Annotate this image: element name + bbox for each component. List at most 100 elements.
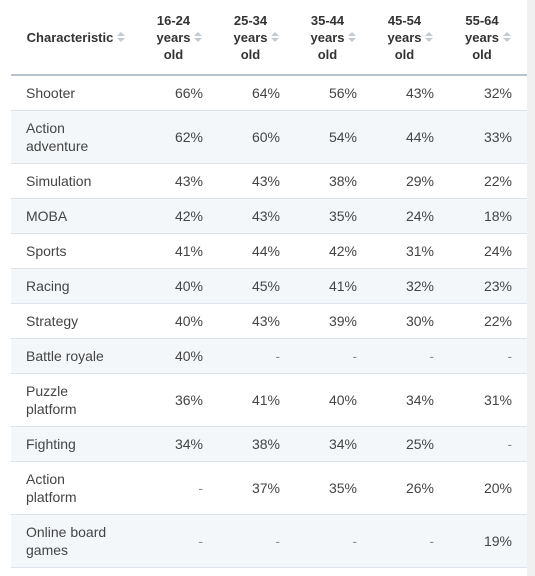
sort-up-arrow-icon xyxy=(271,32,280,36)
table-cell: 42% xyxy=(295,233,372,269)
row-label: Puzzle platform xyxy=(11,373,141,427)
table-row: Action platform -37% 35% 26% 20% xyxy=(11,461,527,515)
row-label: Simulation xyxy=(11,163,141,199)
sort-up-arrow-icon xyxy=(502,32,511,36)
table-cell: 62% xyxy=(141,110,218,164)
table-cell: 29% xyxy=(372,163,449,199)
row-label: Strategy xyxy=(11,303,141,339)
header-content: Characteristic xyxy=(11,29,141,46)
table-cell: 22% xyxy=(449,163,527,199)
table-row: Online board games - - - -19% xyxy=(11,514,527,568)
table-cell: - xyxy=(372,338,449,374)
table-cell: 40% xyxy=(141,268,218,304)
table-row: Strategy 40% 43% 39% 30% 22% xyxy=(11,303,527,339)
row-label: Online board games xyxy=(11,514,141,568)
sort-icon[interactable] xyxy=(348,32,357,42)
table-cell: 43% xyxy=(218,303,295,339)
scrollbar[interactable] xyxy=(527,0,535,576)
table-row: Sports 41% 44% 42% 31% 24% xyxy=(11,233,527,269)
table-cell: 23% xyxy=(449,268,527,304)
table-cell: 36% xyxy=(141,373,218,427)
sort-icon[interactable] xyxy=(502,32,511,42)
data-table-container: Characteristic 16-24 years old 25-34 years old… xyxy=(11,0,527,568)
table-cell: 22% xyxy=(449,303,527,339)
table-cell: 32% xyxy=(449,75,527,111)
table-row: Fighting 34% 38% 34% 25% - xyxy=(11,426,527,462)
table-cell: 26% xyxy=(372,461,449,515)
table-header: Characteristic 16-24 years old 25-34 years old… xyxy=(11,0,527,76)
table-cell: 41% xyxy=(218,373,295,427)
table-cell: 32% xyxy=(372,268,449,304)
table-cell: 30% xyxy=(372,303,449,339)
table-cell: 37% xyxy=(218,461,295,515)
row-label: Battle royale xyxy=(11,338,141,374)
table-cell: - xyxy=(141,514,218,568)
row-label: Action platform xyxy=(11,461,141,515)
table-cell: 35% xyxy=(295,198,372,234)
table-cell: 44% xyxy=(218,233,295,269)
column-header-age-group[interactable]: 45-54 years old xyxy=(372,0,449,76)
sort-down-arrow-icon xyxy=(425,38,434,42)
table-cell: 54% xyxy=(295,110,372,164)
table-row: Shooter 66% 64% 56% 43% 32% xyxy=(11,75,527,111)
header-row: Characteristic 16-24 years old 25-34 years old… xyxy=(11,0,527,76)
table-cell: - xyxy=(218,338,295,374)
table-row: MOBA 42% 43% 35% 24% 18% xyxy=(11,198,527,234)
table-cell: 42% xyxy=(141,198,218,234)
table-cell: 39% xyxy=(295,303,372,339)
column-header-age-group[interactable]: 16-24 years old xyxy=(141,0,218,76)
column-header-characteristic[interactable]: Characteristic xyxy=(11,0,141,76)
table-row: Action adventure 62% 60% 54% 44% 33% xyxy=(11,110,527,164)
column-header-age-group[interactable]: 25-34 years old xyxy=(218,0,295,76)
sort-down-arrow-icon xyxy=(271,38,280,42)
column-header-age-group[interactable]: 35-44 years old xyxy=(295,0,372,76)
table-cell: 24% xyxy=(372,198,449,234)
table-row: Puzzle platform 36% 41% 40% 34% 31% xyxy=(11,373,527,427)
sort-down-arrow-icon xyxy=(117,38,126,42)
table-cell: 43% xyxy=(372,75,449,111)
sort-up-arrow-icon xyxy=(348,32,357,36)
table-cell: - xyxy=(372,514,449,568)
column-header-label: 55-64 years old xyxy=(465,12,499,62)
table-cell: 34% xyxy=(295,426,372,462)
data-table: Characteristic 16-24 years old 25-34 years old… xyxy=(11,0,527,568)
header-content: 55-64 years old xyxy=(449,12,527,63)
table-cell: 38% xyxy=(218,426,295,462)
sort-icon[interactable] xyxy=(425,32,434,42)
table-cell: 34% xyxy=(372,373,449,427)
sort-up-arrow-icon xyxy=(194,32,203,36)
table-cell: - xyxy=(449,338,527,374)
sort-up-arrow-icon xyxy=(425,32,434,36)
column-header-age-group[interactable]: 55-64 years old xyxy=(449,0,527,76)
table-cell: 43% xyxy=(218,198,295,234)
table-cell: 40% xyxy=(295,373,372,427)
table-row: Simulation 43% 43% 38% 29% 22% xyxy=(11,163,527,199)
column-header-label: 45-54 years old xyxy=(387,12,422,62)
sort-icon[interactable] xyxy=(117,32,126,42)
table-cell: 33% xyxy=(449,110,527,164)
column-header-label: Characteristic xyxy=(26,29,114,45)
table-cell: 25% xyxy=(372,426,449,462)
table-cell: 41% xyxy=(295,268,372,304)
header-content: 16-24 years old xyxy=(141,12,218,63)
table-cell: 66% xyxy=(141,75,218,111)
table-cell: - xyxy=(218,514,295,568)
row-label: Racing xyxy=(11,268,141,304)
sort-down-arrow-icon xyxy=(348,38,357,42)
sort-icon[interactable] xyxy=(271,32,280,42)
header-content: 25-34 years old xyxy=(218,12,295,63)
table-cell: 38% xyxy=(295,163,372,199)
column-header-label: 25-34 years old xyxy=(233,12,268,62)
table-cell: 18% xyxy=(449,198,527,234)
sort-icon[interactable] xyxy=(194,32,203,42)
row-label: Fighting xyxy=(11,426,141,462)
table-cell: 20% xyxy=(449,461,527,515)
sort-down-arrow-icon xyxy=(502,38,511,42)
sort-up-arrow-icon xyxy=(117,32,126,36)
table-cell: 41% xyxy=(141,233,218,269)
table-cell: 34% xyxy=(141,426,218,462)
table-cell: - xyxy=(295,338,372,374)
table-cell: 31% xyxy=(372,233,449,269)
column-header-label: 35-44 years old xyxy=(310,12,345,62)
row-label: Shooter xyxy=(11,75,141,111)
